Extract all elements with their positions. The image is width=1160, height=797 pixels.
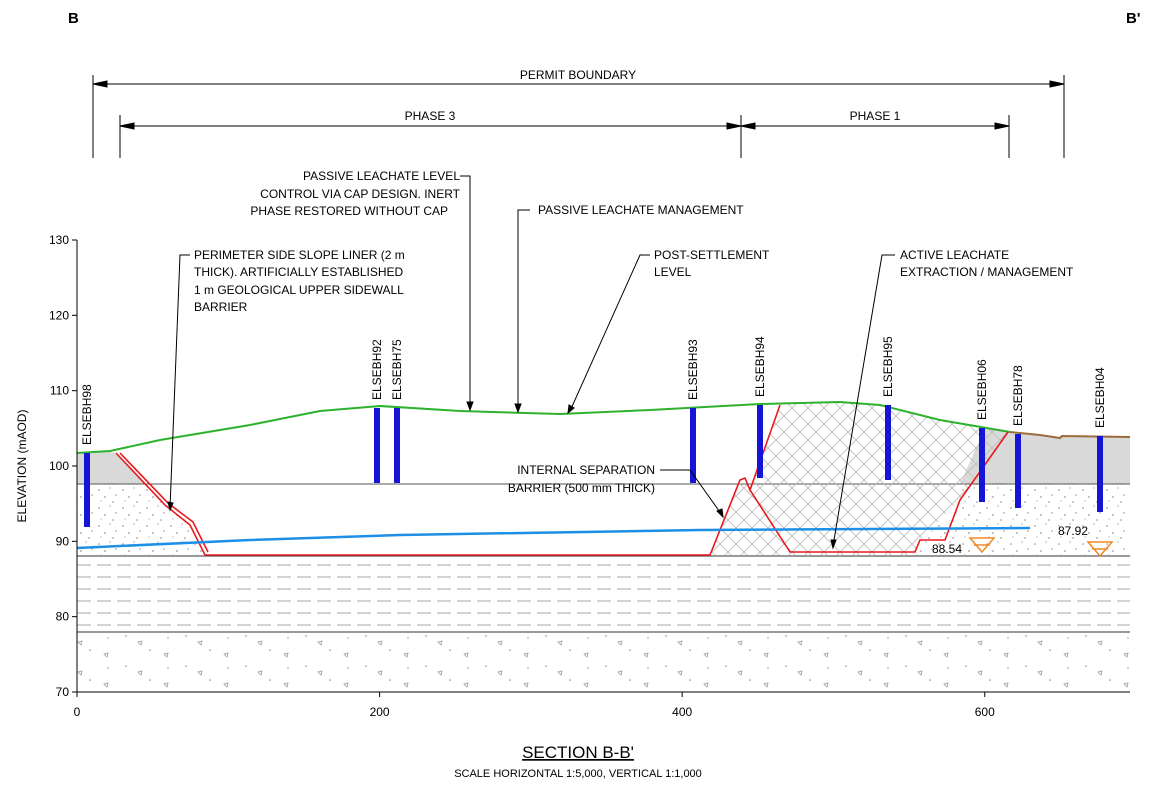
- corner-label: B': [1126, 10, 1140, 27]
- x-tick-label: 400: [672, 705, 692, 719]
- y-tick-label: 100: [49, 459, 69, 473]
- borehole: [885, 405, 891, 480]
- annotation: ACTIVE LEACHATE: [900, 248, 1009, 262]
- borehole-label: ELSEBH04: [1093, 367, 1107, 428]
- y-axis-label: ELEVATION (mAOD): [15, 410, 29, 523]
- borehole-label: ELSEBH95: [881, 336, 895, 397]
- water-level: 88.54: [932, 542, 962, 556]
- section-drawing: B B' PERMIT BOUNDARY PHASE 3 PHASE 1 88.…: [0, 0, 1160, 797]
- borehole-label: ELSEBH93: [686, 339, 700, 400]
- strata: [77, 402, 1130, 692]
- borehole-label: ELSEBH92: [370, 339, 384, 400]
- borehole-label: ELSEBH94: [753, 336, 767, 397]
- dimension-label: PHASE 1: [850, 109, 901, 123]
- annotation: PASSIVE LEACHATE MANAGEMENT: [538, 203, 744, 217]
- borehole: [394, 408, 400, 483]
- y-tick-label: 80: [56, 610, 70, 624]
- annotation: PHASE RESTORED WITHOUT CAP: [250, 204, 448, 218]
- annotation: 1 m GEOLOGICAL UPPER SIDEWALL: [194, 283, 404, 297]
- borehole: [1015, 434, 1021, 508]
- y-tick-label: 130: [49, 233, 69, 247]
- annotation: BARRIER (500 mm THICK): [508, 481, 655, 495]
- section-title: SECTION B-B': [522, 743, 634, 762]
- corner-label: B: [68, 10, 79, 27]
- x-tick-label: 600: [975, 705, 995, 719]
- annotation: LEVEL: [654, 265, 692, 279]
- borehole: [84, 453, 90, 527]
- y-tick-label: 120: [49, 308, 69, 322]
- x-tick-label: 200: [370, 705, 390, 719]
- annotation: CONTROL VIA CAP DESIGN. INERT: [260, 187, 460, 201]
- borehole: [757, 405, 763, 478]
- y-tick-label: 70: [56, 685, 70, 699]
- borehole-label: ELSEBH75: [390, 339, 404, 400]
- annotation: BARRIER: [194, 300, 248, 314]
- annotation: PASSIVE LEACHATE LEVEL: [303, 169, 460, 183]
- borehole-label: ELSEBH98: [80, 384, 94, 445]
- dimension-label: PHASE 3: [405, 109, 456, 123]
- borehole: [979, 428, 985, 502]
- water-level: 87.92: [1058, 524, 1088, 538]
- borehole-label: ELSEBH78: [1011, 365, 1025, 426]
- annotation: POST-SETTLEMENT: [654, 248, 770, 262]
- y-tick-label: 110: [50, 384, 69, 398]
- scale-note: SCALE HORIZONTAL 1:5,000, VERTICAL 1:1,0…: [454, 768, 702, 780]
- borehole-label: ELSEBH06: [975, 359, 989, 420]
- dimension-label: PERMIT BOUNDARY: [520, 68, 636, 82]
- annotation: PERIMETER SIDE SLOPE LINER (2 m: [194, 248, 405, 262]
- borehole: [1097, 436, 1103, 512]
- annotation: EXTRACTION / MANAGEMENT: [900, 265, 1074, 279]
- annotation: THICK). ARTIFICIALLY ESTABLISHED: [194, 265, 404, 279]
- dimension-lines: [93, 75, 1064, 158]
- y-tick-label: 90: [56, 534, 70, 548]
- x-tick-label: 0: [74, 705, 81, 719]
- borehole: [374, 408, 380, 483]
- annotation: INTERNAL SEPARATION: [517, 463, 655, 477]
